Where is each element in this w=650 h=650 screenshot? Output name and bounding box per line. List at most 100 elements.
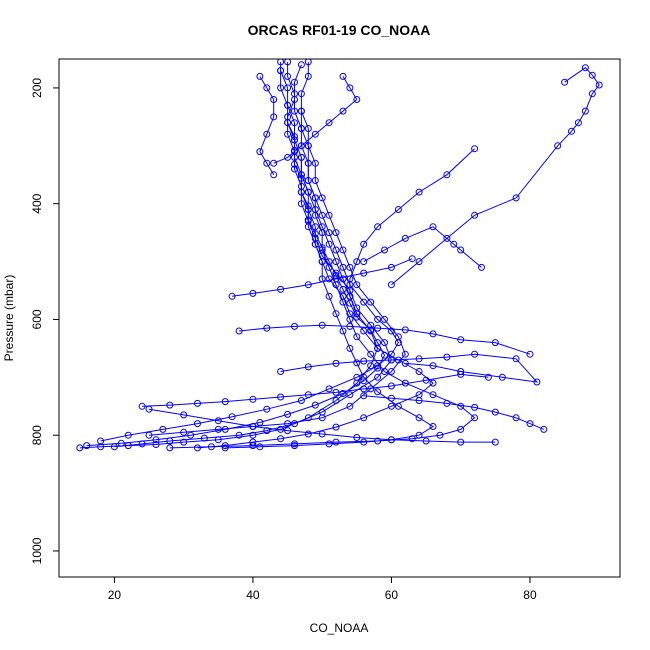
data-point [187, 431, 195, 439]
x-axis: 20 40 60 80 [108, 577, 537, 602]
data-point [263, 84, 271, 92]
series-line [391, 67, 600, 286]
data-point [284, 101, 292, 109]
data-point [235, 431, 243, 439]
data-point [374, 223, 382, 231]
data-point [429, 379, 437, 387]
data-point [512, 194, 520, 202]
data-point [284, 410, 292, 418]
y-tick-label: 600 [30, 309, 44, 329]
data-point [76, 444, 84, 452]
series-line [225, 157, 434, 449]
data-point [304, 142, 312, 150]
data-point [284, 427, 292, 435]
data-point [325, 258, 333, 266]
data-point [214, 417, 222, 425]
series-10 [138, 370, 492, 410]
data-point [491, 408, 499, 416]
data-point [512, 414, 520, 422]
data-point [277, 84, 285, 92]
data-point [297, 188, 305, 196]
series-14 [270, 72, 361, 167]
data-point [304, 216, 312, 224]
data-point [207, 443, 215, 451]
data-point [387, 394, 395, 402]
data-point [381, 351, 388, 359]
data-point [291, 322, 298, 330]
data-point [332, 258, 340, 266]
data-point [304, 188, 312, 196]
data-point [318, 244, 326, 252]
data-point [311, 211, 319, 219]
data-point [318, 258, 326, 266]
data-point [387, 356, 395, 364]
data-point [318, 194, 326, 202]
data-point [360, 438, 368, 446]
data-point [270, 159, 278, 167]
data-point [325, 229, 333, 237]
data-point [304, 72, 312, 80]
data-point [353, 359, 361, 367]
data-point [332, 246, 340, 254]
data-point [581, 107, 589, 115]
series-line [239, 324, 531, 355]
series-12 [235, 321, 534, 358]
series-line [114, 64, 392, 448]
data-point [339, 298, 347, 306]
series-15 [387, 64, 603, 289]
data-point [346, 292, 354, 300]
data-point [443, 353, 451, 361]
data-point [401, 326, 409, 334]
data-point [339, 107, 347, 115]
data-point [374, 364, 382, 372]
data-point [297, 153, 305, 161]
data-point [284, 119, 292, 127]
data-point [353, 333, 361, 341]
data-point [291, 442, 298, 450]
data-point [360, 298, 368, 306]
data-point [152, 441, 160, 448]
data-point [574, 119, 582, 127]
y-axis-label: Pressure (mbar) [2, 275, 16, 362]
data-point [311, 223, 319, 231]
data-point [387, 263, 395, 271]
data-point [304, 363, 312, 371]
data-point [249, 289, 257, 297]
data-point [353, 313, 361, 321]
data-point [221, 442, 229, 450]
data-point [304, 59, 312, 66]
series-16 [360, 223, 485, 271]
data-point [387, 281, 395, 289]
data-point [263, 130, 271, 138]
data-point [429, 391, 437, 399]
data-point [256, 148, 264, 156]
data-point [415, 414, 423, 422]
data-point [332, 359, 340, 367]
data-point [353, 258, 361, 266]
data-point [360, 269, 368, 277]
data-point [415, 258, 423, 266]
data-point [457, 246, 465, 254]
data-point [353, 310, 361, 318]
data-point [311, 159, 319, 167]
data-point [277, 59, 285, 66]
series-line [232, 258, 413, 297]
data-point [491, 339, 499, 347]
y-tick-label: 400 [30, 193, 44, 213]
data-point [145, 405, 153, 413]
series-line [148, 61, 406, 436]
data-point [284, 153, 292, 161]
data-point [422, 376, 430, 384]
data-point [297, 397, 305, 404]
data-point [346, 263, 354, 271]
data-point [284, 420, 292, 428]
data-point [325, 240, 333, 248]
data-point [325, 292, 333, 300]
data-point [381, 246, 388, 254]
data-point [304, 177, 312, 184]
data-point [194, 420, 201, 428]
data-point [291, 165, 298, 173]
data-point [256, 419, 264, 426]
data-point [138, 402, 146, 410]
